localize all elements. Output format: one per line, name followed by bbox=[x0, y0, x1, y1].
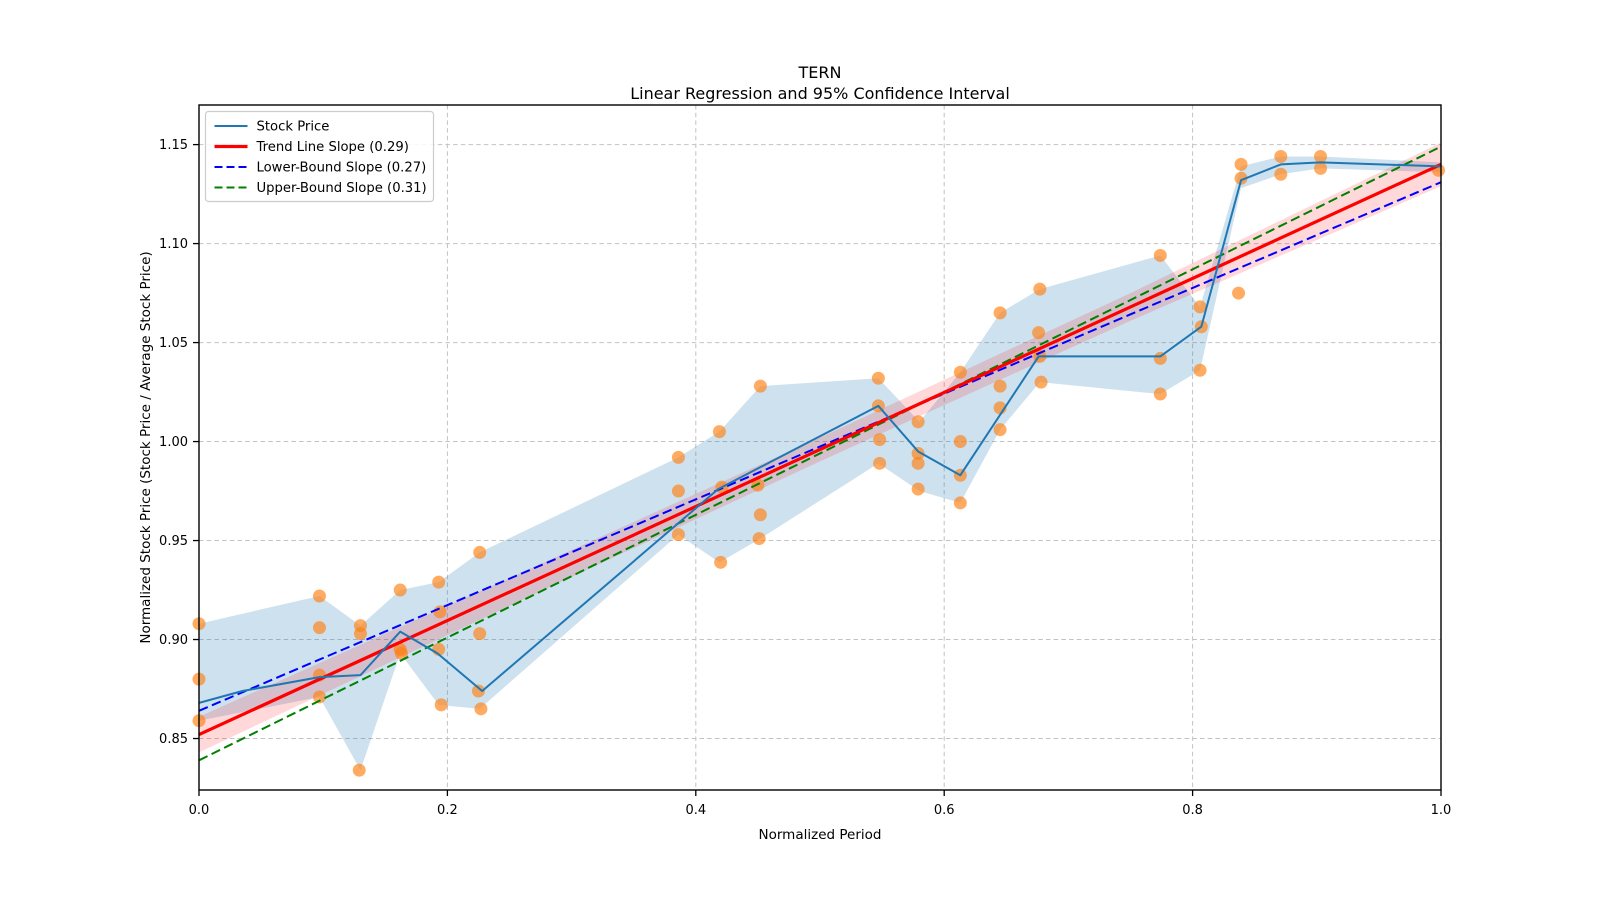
scatter-point bbox=[1153, 248, 1167, 262]
upper-bound-line bbox=[198, 145, 1442, 762]
scatter-point bbox=[393, 583, 407, 597]
scatter-point bbox=[993, 423, 1007, 437]
x-tick-label: 0.4 bbox=[685, 803, 706, 818]
lower-bound-line bbox=[198, 181, 1442, 712]
scatter-point bbox=[753, 379, 767, 393]
y-tick-label: 0.85 bbox=[159, 732, 188, 747]
scatter-point bbox=[911, 415, 925, 429]
legend-entry-label: Upper-Bound Slope (0.31) bbox=[257, 181, 427, 196]
scatter-point bbox=[671, 450, 685, 464]
price-min-max-band bbox=[199, 156, 1441, 771]
scatter-point bbox=[312, 690, 326, 704]
y-tick-label: 1.00 bbox=[159, 435, 188, 450]
legend-entry: Upper-Bound Slope (0.31) bbox=[214, 181, 427, 196]
scatter-point bbox=[911, 482, 925, 496]
scatter-point bbox=[993, 306, 1007, 320]
scatter-point bbox=[471, 684, 485, 698]
chart-title: TERN bbox=[798, 63, 842, 82]
scatter-point bbox=[911, 456, 925, 470]
scatter-point bbox=[1314, 149, 1328, 163]
x-tick-label: 0.6 bbox=[934, 803, 955, 818]
scatter-point bbox=[1274, 167, 1288, 181]
scatter-point bbox=[312, 589, 326, 603]
x-tick-label: 0.2 bbox=[437, 803, 458, 818]
scatter-point bbox=[432, 575, 446, 589]
scatter-point bbox=[312, 621, 326, 635]
legend-entry: Trend Line Slope (0.29) bbox=[214, 140, 409, 155]
scatter-point bbox=[1314, 161, 1328, 175]
scatter-point bbox=[1274, 149, 1288, 163]
x-tick-label: 0.0 bbox=[189, 803, 210, 818]
scatter-point bbox=[752, 532, 766, 546]
y-axis-label: Normalized Stock Price (Stock Price / Av… bbox=[138, 251, 154, 643]
legend-entry: Stock Price bbox=[214, 120, 330, 135]
scatter-point bbox=[671, 528, 685, 542]
x-tick-label: 1.0 bbox=[1431, 803, 1452, 818]
scatter-point bbox=[871, 371, 885, 385]
scatter-point bbox=[1032, 326, 1046, 340]
scatter-point bbox=[394, 646, 408, 660]
legend-entry: Lower-Bound Slope (0.27) bbox=[214, 161, 427, 176]
scatter-point bbox=[753, 508, 767, 522]
scatter-point bbox=[714, 555, 728, 569]
scatter-point bbox=[1193, 363, 1207, 377]
scatter-point bbox=[473, 545, 487, 559]
y-tick-label: 1.10 bbox=[159, 237, 188, 252]
plot-border bbox=[198, 104, 1442, 791]
x-tick-label: 0.8 bbox=[1182, 803, 1203, 818]
scatter-point bbox=[1033, 282, 1047, 296]
scatter-point bbox=[1234, 157, 1248, 171]
legend-entry-label: Lower-Bound Slope (0.27) bbox=[257, 161, 427, 176]
chart-subtitle: Linear Regression and 95% Confidence Int… bbox=[630, 84, 1010, 103]
legend: Stock Price Trend Line Slope (0.29) Lower-… bbox=[204, 110, 435, 203]
scatter-point bbox=[873, 456, 887, 470]
scatter-point bbox=[473, 627, 487, 641]
scatter-point bbox=[873, 433, 887, 447]
scatter-point bbox=[671, 484, 685, 498]
scatter-point bbox=[1193, 300, 1207, 314]
scatter-point bbox=[1232, 286, 1246, 300]
legend-entry-label: Stock Price bbox=[257, 120, 330, 135]
trend-line bbox=[198, 162, 1442, 737]
y-tick-label: 1.15 bbox=[159, 138, 188, 153]
scatter-point bbox=[911, 446, 925, 460]
scatter-point bbox=[993, 379, 1007, 393]
plot-area: 0.0 0.2 0.4 0.6 0.8 1.0 0.85 0.90 0.95 1.00 1.05 1.… bbox=[159, 104, 1452, 818]
scatter-point bbox=[1234, 171, 1248, 185]
y-tick-label: 1.05 bbox=[159, 336, 188, 351]
legend-box bbox=[204, 110, 435, 203]
scatter-point bbox=[474, 702, 488, 716]
legend-entry-label: Trend Line Slope (0.29) bbox=[256, 140, 409, 155]
scatter-point bbox=[434, 698, 448, 712]
scatter-point bbox=[352, 763, 366, 777]
stock-price-line bbox=[198, 161, 1442, 704]
scatter-point bbox=[953, 435, 967, 449]
y-tick-label: 0.90 bbox=[159, 633, 188, 648]
scatter-point bbox=[353, 627, 367, 641]
scatter-point bbox=[953, 365, 967, 379]
scatter-point bbox=[712, 425, 726, 439]
y-tick-label: 0.95 bbox=[159, 534, 188, 549]
x-axis-label: Normalized Period bbox=[759, 827, 882, 843]
scatter-point bbox=[1153, 387, 1167, 401]
scatter-point bbox=[1034, 375, 1048, 389]
scatter-point bbox=[953, 496, 967, 510]
